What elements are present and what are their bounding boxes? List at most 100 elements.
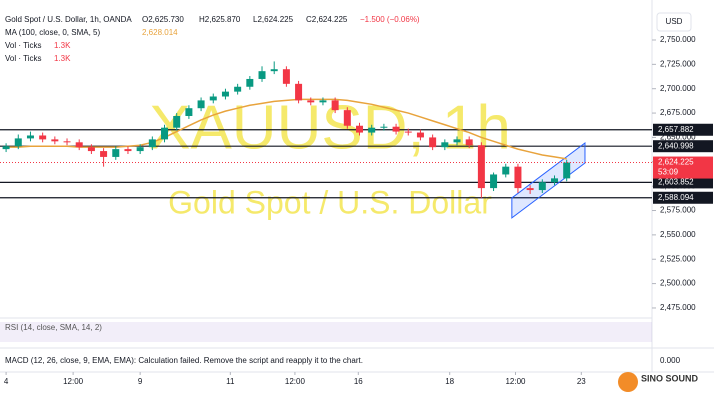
current-price-box bbox=[653, 156, 713, 179]
candle-body bbox=[453, 139, 461, 143]
candle-body bbox=[502, 166, 510, 175]
y-tick-label: 2,750.000 bbox=[660, 35, 696, 44]
volume-value: 1.3K bbox=[54, 54, 71, 63]
candle-body bbox=[197, 100, 205, 109]
x-tick-label: 12:00 bbox=[505, 377, 526, 386]
x-tick-label: 23 bbox=[577, 377, 586, 386]
level-label-box bbox=[653, 140, 713, 153]
current-price-label: 2,624.225 bbox=[658, 158, 694, 167]
x-tick-label: 12:00 bbox=[285, 377, 306, 386]
candle-body bbox=[136, 147, 144, 152]
x-tick-label: 12:00 bbox=[63, 377, 84, 386]
candle-body bbox=[526, 188, 534, 191]
candle-body bbox=[295, 83, 303, 101]
candle-body bbox=[404, 131, 412, 133]
candle-body bbox=[258, 71, 266, 79]
candle-body bbox=[319, 100, 327, 103]
x-tick-label: 9 bbox=[138, 377, 143, 386]
x-tick-label: 4 bbox=[4, 377, 9, 386]
candle-body bbox=[465, 139, 473, 146]
macd-axis-label: 0.000 bbox=[660, 356, 681, 365]
candle-body bbox=[270, 69, 278, 72]
candle-body bbox=[75, 142, 83, 148]
x-tick-label: 11 bbox=[226, 377, 235, 386]
rsi-label: RSI (14, close, SMA, 14, 2) bbox=[5, 323, 102, 332]
candle-body bbox=[39, 135, 47, 140]
candle-body bbox=[100, 151, 108, 157]
candle-body bbox=[124, 149, 132, 152]
y-tick-label: 2,500.000 bbox=[660, 279, 696, 288]
level-label-box bbox=[653, 123, 713, 136]
level-label: 2,640.998 bbox=[658, 141, 694, 150]
candle-body bbox=[538, 182, 546, 191]
watermark: XAUUSD, 1h Gold Spot / U.S. Dollar bbox=[149, 93, 511, 220]
y-tick-label: 2,525.000 bbox=[660, 254, 696, 263]
candle-body bbox=[112, 149, 120, 157]
y-tick-label: 2,550.000 bbox=[660, 230, 696, 239]
rsi-band bbox=[0, 322, 652, 342]
level-label: 2,588.094 bbox=[658, 193, 694, 202]
level-label-box bbox=[653, 176, 713, 189]
y-tick-label: 2,725.000 bbox=[660, 59, 696, 68]
watermark-name: Gold Spot / U.S. Dollar bbox=[168, 184, 492, 220]
candle-body bbox=[161, 127, 169, 140]
currency: USD bbox=[666, 17, 683, 26]
countdown: 53:09 bbox=[658, 168, 679, 177]
candle-body bbox=[63, 141, 71, 143]
candle-body bbox=[185, 108, 193, 116]
candle-body bbox=[87, 147, 95, 152]
level-label-box bbox=[653, 191, 713, 204]
volume-label: Vol · Ticks bbox=[5, 41, 41, 50]
candle-body bbox=[14, 138, 22, 147]
x-tick-label: 18 bbox=[445, 377, 454, 386]
ma-line bbox=[6, 98, 567, 160]
candle-body bbox=[2, 146, 10, 150]
candle-body bbox=[307, 100, 315, 103]
candle-body bbox=[234, 86, 242, 92]
candle-body bbox=[221, 91, 229, 97]
logo: SINO SOUND bbox=[618, 372, 699, 392]
candle-body bbox=[331, 100, 339, 111]
volume-value: 1.3K bbox=[54, 41, 71, 50]
volume-label: Vol · Ticks bbox=[5, 54, 41, 63]
quote-change: −1.500 (−0.06%) bbox=[360, 15, 420, 24]
candle-body bbox=[148, 139, 156, 148]
candle-body bbox=[429, 137, 437, 148]
candle-body bbox=[514, 166, 522, 189]
currency-box[interactable] bbox=[656, 12, 692, 32]
watermark-symbol: XAUUSD, 1h bbox=[149, 93, 511, 162]
candle-body bbox=[441, 142, 449, 148]
candle-body bbox=[380, 126, 388, 128]
candle-body bbox=[392, 126, 400, 132]
y-tick-label: 2,700.000 bbox=[660, 84, 696, 93]
legend-ma: MA (100, close, 0, SMA, 5) bbox=[5, 28, 100, 37]
chart-title: Gold Spot / U.S. Dollar, 1h, OANDA bbox=[5, 15, 132, 24]
candle-body bbox=[563, 162, 571, 179]
quote-open: O2,625.730 bbox=[142, 15, 184, 24]
y-tick-label: 2,475.000 bbox=[660, 303, 696, 312]
y-tick-label: 2,675.000 bbox=[660, 108, 696, 117]
logo-icon bbox=[618, 372, 638, 392]
candle-body bbox=[368, 127, 376, 133]
candle-body bbox=[26, 135, 34, 139]
candle-body bbox=[282, 69, 290, 84]
candle-body bbox=[477, 145, 485, 189]
candle-body bbox=[356, 125, 364, 133]
candle-body bbox=[343, 110, 351, 126]
logo-text: SINO SOUND bbox=[641, 373, 699, 383]
legend-ma-value: 2,628.014 bbox=[142, 28, 178, 37]
candle-body bbox=[246, 78, 254, 87]
quote-high: H2,625.870 bbox=[199, 15, 241, 24]
candle-body bbox=[416, 132, 424, 138]
candle-body bbox=[173, 115, 181, 128]
y-tick-label: 2,650.000 bbox=[660, 133, 696, 142]
candle-body bbox=[551, 178, 559, 183]
level-label: 2,603.852 bbox=[658, 178, 694, 187]
candle-body bbox=[51, 139, 59, 142]
candle-body bbox=[490, 174, 498, 189]
quote-low: L2,624.225 bbox=[253, 15, 294, 24]
quote-close: C2,624.225 bbox=[306, 15, 348, 24]
macd-label: MACD (12, 26, close, 9, EMA, EMA): Calcu… bbox=[5, 356, 363, 365]
